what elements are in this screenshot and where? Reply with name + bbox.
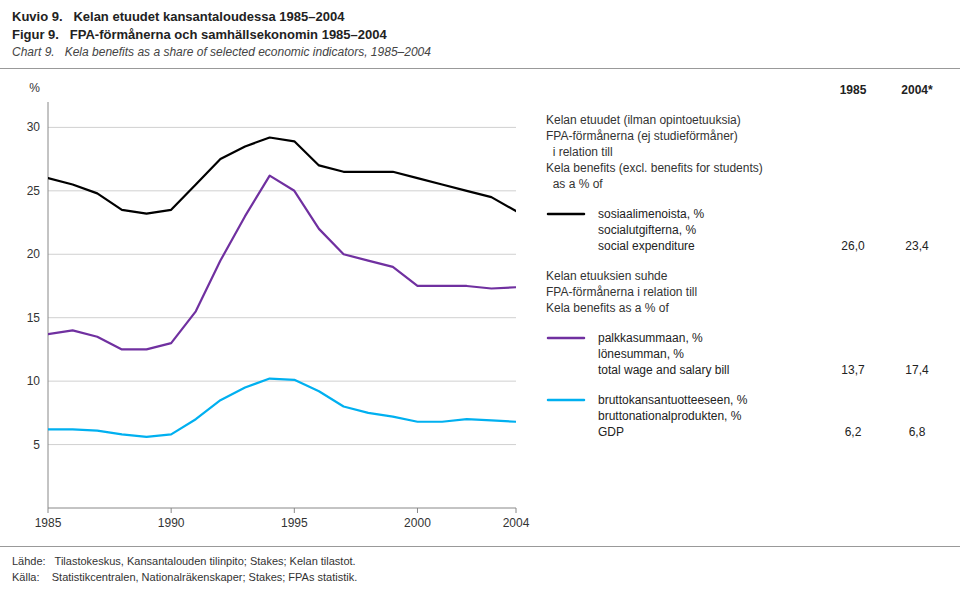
legend-value: 13,7 xyxy=(824,362,882,378)
y-axis-label: % xyxy=(29,81,40,95)
y-tick-label: 15 xyxy=(27,311,41,325)
legend-entry: bruttokansantuotteeseen, % bruttonationa… xyxy=(598,392,818,440)
footer-rule xyxy=(0,546,960,547)
plot: 5 10 15 20 25 30 1985 1990 1995 2000 2004% xyxy=(0,76,530,536)
series-lines xyxy=(48,138,516,437)
grid-line xyxy=(48,254,516,255)
legend-value: 17,4 xyxy=(888,362,946,378)
series-line xyxy=(48,176,516,350)
x-tick xyxy=(294,508,295,513)
x-tick xyxy=(516,508,517,513)
x-tick xyxy=(171,508,172,513)
source-note: Källa: Statistikcentralen, Nationalräken… xyxy=(12,569,948,585)
legend-group-text: Kelan etuuksien suhde FPA-förmånerna i r… xyxy=(546,268,946,316)
y-tick-label: 10 xyxy=(27,374,41,388)
x-axis-line xyxy=(48,508,516,509)
footer: Lähde: Tilastokeskus, Kansantalouden til… xyxy=(12,553,948,585)
legend-value: 6,8 xyxy=(888,424,946,440)
legend-swatch xyxy=(546,330,586,346)
x-tick-label: 1995 xyxy=(281,516,308,530)
x-tick-label: 1990 xyxy=(158,516,185,530)
header: Kuvio 9. Kelan etuudet kansantaloudessa … xyxy=(12,8,948,61)
legend: 1985 2004* Kelan etuudet (ilman opintoetuu… xyxy=(546,82,946,440)
legend-swatch-line xyxy=(548,399,584,402)
title: Kuvio 9. Kelan etuudet kansantaloudessa … xyxy=(12,8,948,44)
legend-swatch xyxy=(546,392,586,408)
y-tick-label: 25 xyxy=(27,184,41,198)
header-rule xyxy=(0,68,960,69)
grid-line xyxy=(48,444,516,445)
x-tick xyxy=(417,508,418,513)
legend-spacer xyxy=(546,82,818,98)
y-tick-label: 20 xyxy=(27,247,41,261)
legend-column-header: 1985 xyxy=(824,82,882,98)
y-axis-line xyxy=(48,102,49,508)
legend-swatch-cell xyxy=(546,330,592,378)
y-tick-label: 5 xyxy=(33,438,40,452)
legend-entry: palkkasummaan, % lönesumman, % total wag… xyxy=(598,330,818,378)
legend-swatch-line xyxy=(548,213,584,216)
grid-line xyxy=(48,381,516,382)
grid-line xyxy=(48,127,516,128)
y-grid xyxy=(48,127,516,444)
legend-swatch xyxy=(546,206,586,222)
legend-swatch-cell xyxy=(546,392,592,440)
legend-column-header: 2004* xyxy=(888,82,946,98)
legend-swatch-line xyxy=(548,337,584,340)
series-line xyxy=(48,138,516,214)
legend-swatch-cell xyxy=(546,206,592,254)
subtitle: Chart 9. Kela benefits as a share of sel… xyxy=(12,44,948,61)
legend-value: 23,4 xyxy=(888,238,946,254)
y-tick-label: 30 xyxy=(27,120,41,134)
grid-line xyxy=(48,190,516,191)
x-tick xyxy=(48,508,49,513)
grid-line xyxy=(48,317,516,318)
legend-value: 26,0 xyxy=(824,238,882,254)
x-tick-label: 2004 xyxy=(503,516,530,530)
x-tick-label: 1985 xyxy=(35,516,62,530)
legend-group-text: Kelan etuudet (ilman opintoetuuksia) FPA… xyxy=(546,112,946,192)
legend-entry: sosiaalimenoista, % socialutgifterna, % … xyxy=(598,206,818,254)
series-line xyxy=(48,379,516,437)
source-note: Lähde: Tilastokeskus, Kansantalouden til… xyxy=(12,553,948,569)
x-tick-label: 2000 xyxy=(404,516,431,530)
legend-value: 6,2 xyxy=(824,424,882,440)
